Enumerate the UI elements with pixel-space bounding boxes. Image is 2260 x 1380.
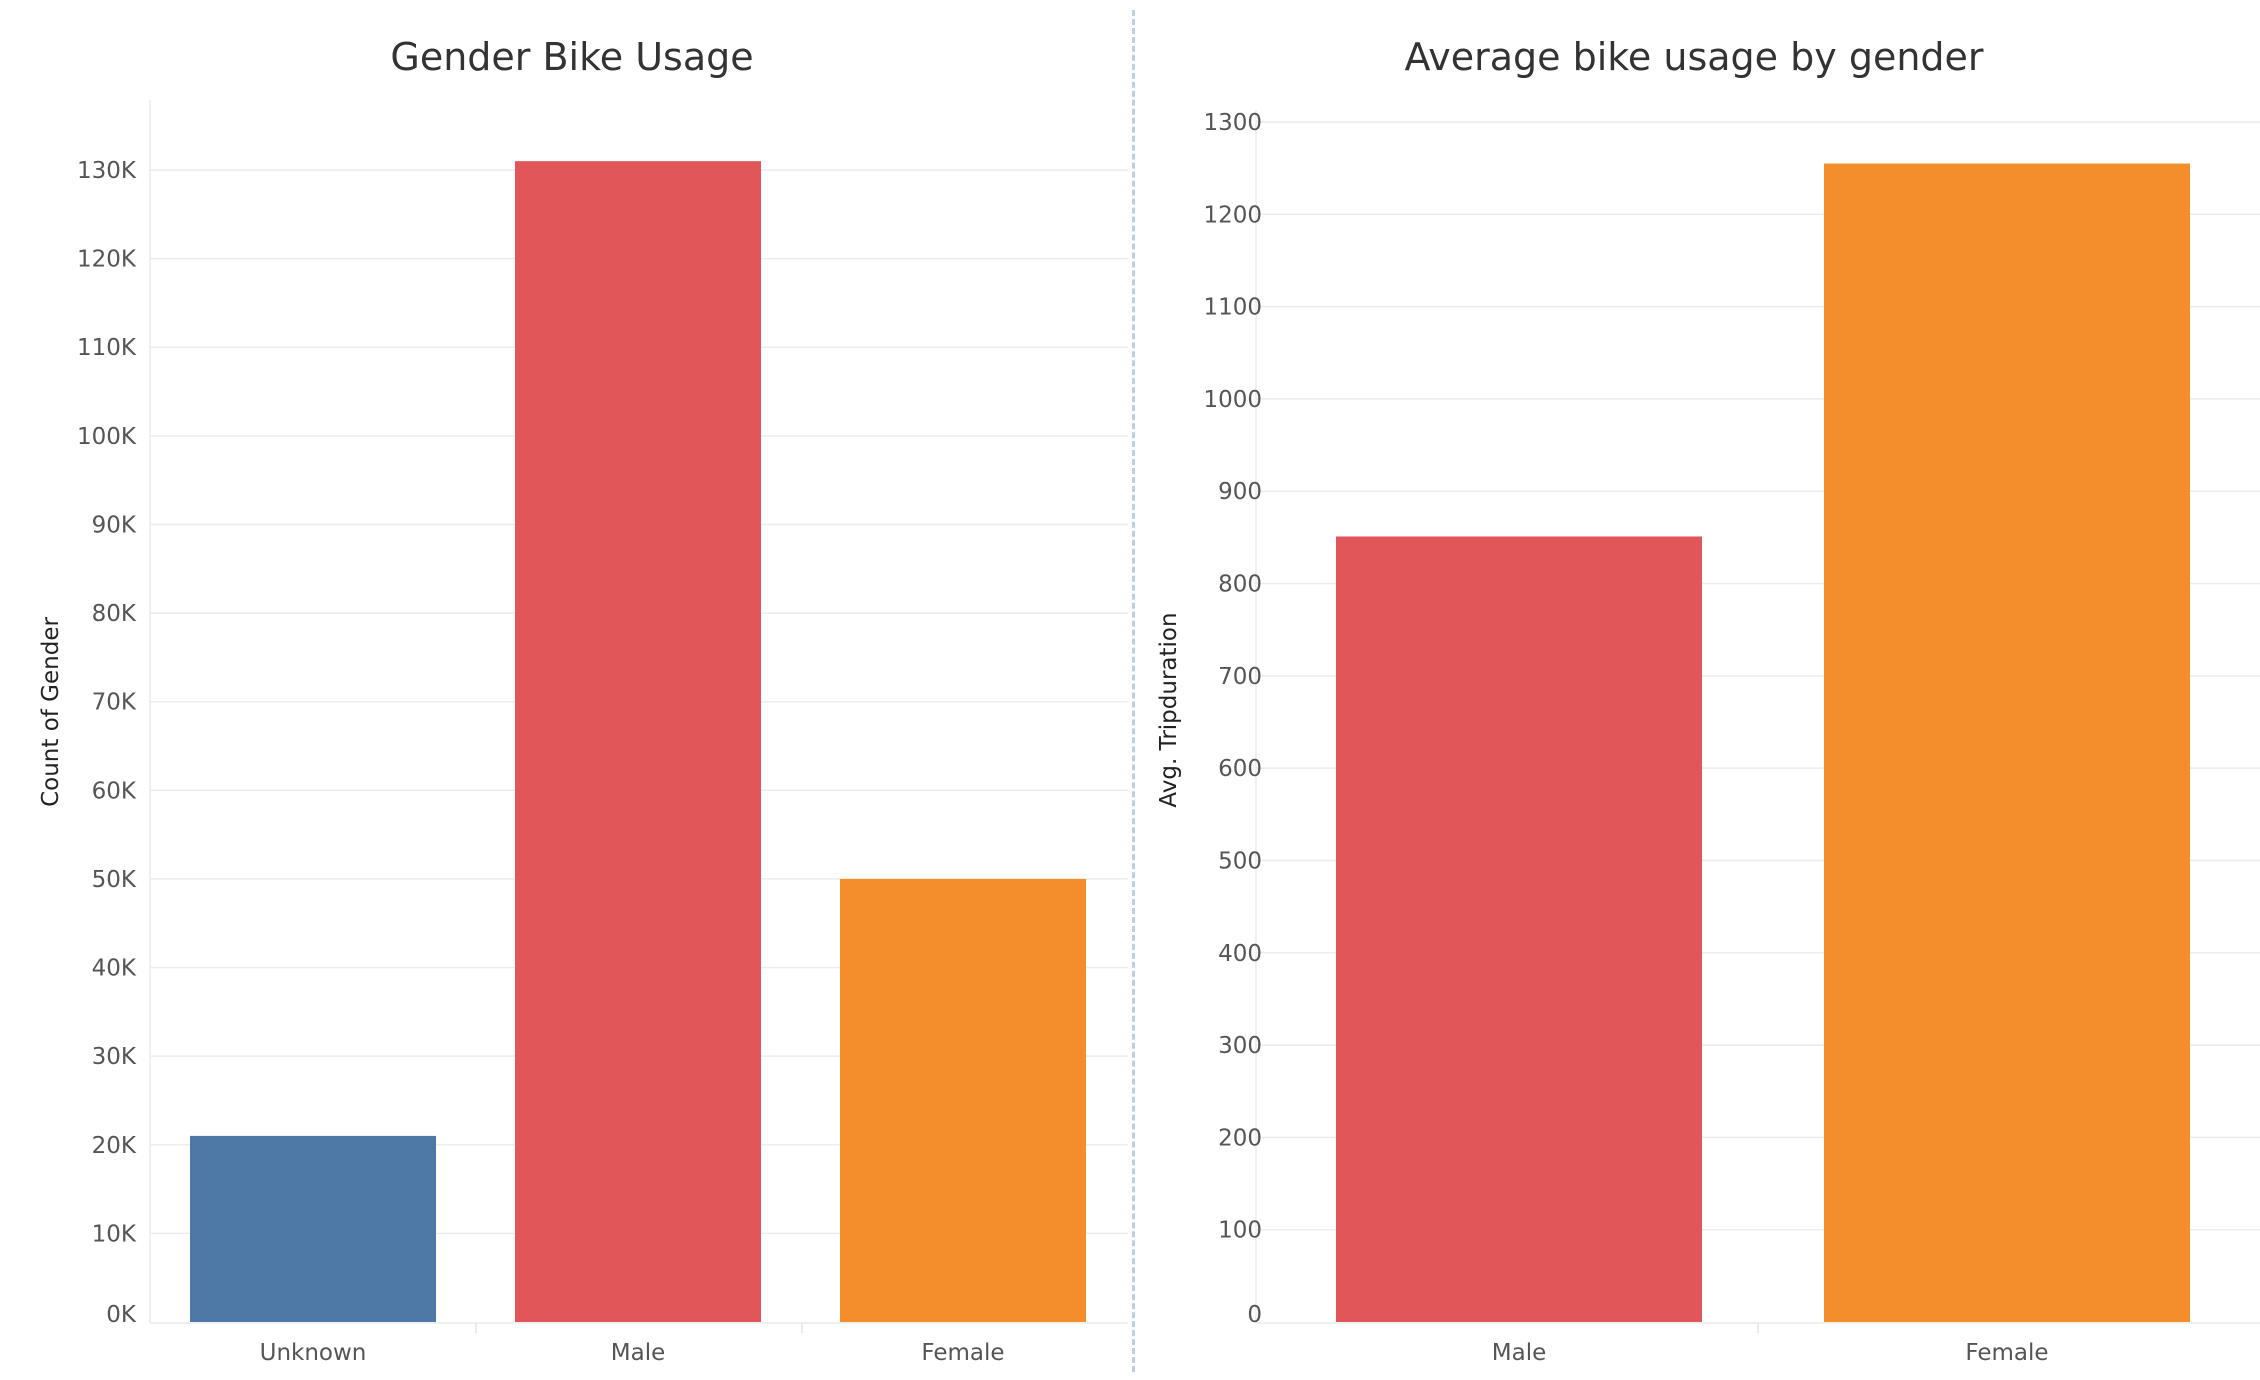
bar-female bbox=[840, 878, 1086, 1322]
y-tick-label: 300 bbox=[1218, 1033, 1262, 1059]
x-tick-label: Female bbox=[921, 1340, 1004, 1366]
bar-male bbox=[1336, 536, 1702, 1322]
y-axis-label: Count of Gender bbox=[38, 617, 64, 807]
y-tick-label: 1200 bbox=[1203, 202, 1262, 228]
y-axis-label: Avg. Tripduration bbox=[1156, 612, 1182, 807]
y-tick-label: 0K bbox=[106, 1302, 137, 1328]
y-tick-label: 110K bbox=[77, 335, 137, 361]
y-tick-label: 500 bbox=[1218, 848, 1262, 874]
x-tick-label: Male bbox=[1492, 1340, 1546, 1366]
bars bbox=[1336, 163, 2190, 1323]
x-tick-label: Female bbox=[1965, 1340, 2048, 1366]
y-tick-label: 60K bbox=[92, 778, 137, 804]
y-tick-label: 70K bbox=[92, 690, 137, 716]
y-tick-label: 50K bbox=[92, 867, 137, 893]
y-tick-label: 1000 bbox=[1203, 387, 1262, 413]
y-tick-label: 0 bbox=[1247, 1302, 1262, 1328]
chart-title: Average bike usage by gender bbox=[1404, 35, 1983, 79]
y-tick-label: 200 bbox=[1218, 1125, 1262, 1151]
y-tick-label: 100K bbox=[77, 424, 137, 450]
y-tick-label: 1100 bbox=[1203, 295, 1262, 321]
y-tick-label: 30K bbox=[92, 1044, 137, 1070]
y-tick-label: 1300 bbox=[1203, 110, 1262, 136]
panel-divider bbox=[1132, 10, 1135, 1372]
y-tick-label: 600 bbox=[1218, 756, 1262, 782]
y-tick-label: 400 bbox=[1218, 941, 1262, 967]
y-tick-label: 120K bbox=[77, 247, 137, 273]
y-tick-label: 80K bbox=[92, 601, 137, 627]
bar-female bbox=[1824, 163, 2190, 1323]
x-tick-labels: Unknown Male Female bbox=[260, 1323, 1005, 1366]
bar-male bbox=[515, 161, 761, 1323]
y-tick-labels: 0K 10K 20K 30K 40K 50K 60K 70K 80K 90K 100K 110K 120… bbox=[77, 158, 137, 1328]
y-tick-label: 20K bbox=[92, 1133, 137, 1159]
bar-unknown bbox=[190, 1135, 436, 1322]
x-tick-label: Male bbox=[611, 1340, 665, 1366]
bars bbox=[190, 161, 1086, 1323]
chart-title: Gender Bike Usage bbox=[390, 35, 753, 79]
y-tick-label: 130K bbox=[77, 158, 137, 184]
y-tick-label: 40K bbox=[92, 956, 137, 982]
y-tick-label: 900 bbox=[1218, 479, 1262, 505]
y-tick-label: 100 bbox=[1218, 1218, 1262, 1244]
y-tick-label: 800 bbox=[1218, 572, 1262, 598]
average-bike-usage-chart: Average bike usage by gender Avg. Tripdu… bbox=[1156, 35, 2260, 1366]
y-tick-labels: 0 100 200 300 400 500 600 700 800 900 1000 1100 1200… bbox=[1203, 110, 1262, 1328]
y-tick-label: 700 bbox=[1218, 664, 1262, 690]
gender-bike-usage-chart: Gender Bike Usage Count of Gender 0K 10K 2… bbox=[38, 35, 1128, 1366]
x-tick-labels: Male Female bbox=[1492, 1323, 2049, 1366]
x-tick-label: Unknown bbox=[260, 1340, 367, 1366]
y-tick-label: 10K bbox=[92, 1221, 137, 1247]
y-tick-label: 90K bbox=[92, 512, 137, 538]
